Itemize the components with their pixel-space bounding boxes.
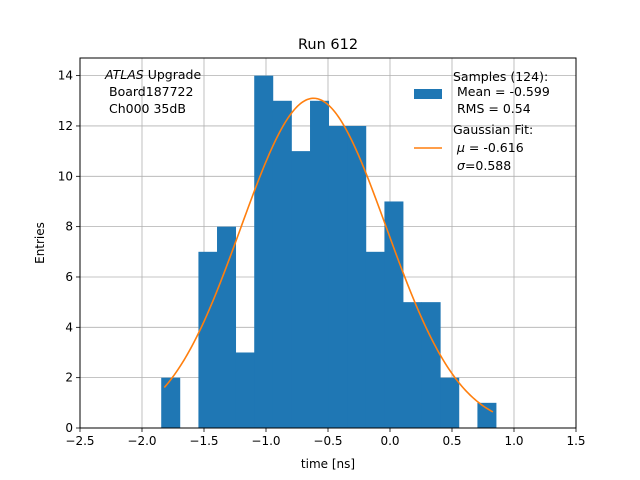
y-axis-label: Entries <box>33 222 47 264</box>
y-tick-label-7: 14 <box>58 69 73 83</box>
x-axis-ticks: −2.5 −2.0 −1.5 −1.0 −0.5 0.0 0.5 1.0 1.5 <box>65 428 586 448</box>
histogram-bar-12 <box>384 201 404 428</box>
histogram-bar-9 <box>328 125 348 429</box>
annotation-line-3: Ch000 35dB <box>109 101 186 116</box>
x-tick-label-1: −2.0 <box>127 434 156 448</box>
x-tick-label-6: 0.5 <box>442 434 461 448</box>
annotation-line-1: ATLAS Upgrade <box>104 67 201 82</box>
histogram-bar-4 <box>235 352 255 428</box>
histogram-bar-15 <box>440 377 460 428</box>
x-tick-label-4: −0.5 <box>313 434 342 448</box>
histogram-bar-14 <box>421 302 441 428</box>
histogram-bar-7 <box>291 151 311 428</box>
annotation-atlas: ATLAS <box>104 67 144 82</box>
x-tick-label-8: 1.5 <box>566 434 585 448</box>
legend-fit-title: Gaussian Fit: <box>453 122 533 137</box>
legend-samples-rms: RMS = 0.54 <box>457 101 531 116</box>
histogram-bar-2 <box>198 251 218 428</box>
y-axis-ticks: 0 2 4 6 8 10 12 14 <box>58 69 80 435</box>
annotation-upgrade: Upgrade <box>144 67 202 82</box>
legend-fit-mu: μ = -0.616 <box>456 140 524 155</box>
x-tick-label-7: 1.0 <box>504 434 523 448</box>
y-tick-label-3: 6 <box>65 270 73 284</box>
legend-mu-value: = -0.616 <box>465 140 524 155</box>
legend-sigma-symbol: σ <box>457 158 466 173</box>
histogram-bar-5 <box>254 75 274 428</box>
x-tick-label-0: −2.5 <box>65 434 94 448</box>
y-tick-label-2: 4 <box>65 320 73 334</box>
histogram-bar-0 <box>161 377 181 428</box>
chart-title: Run 612 <box>298 37 358 53</box>
x-tick-label-2: −1.5 <box>189 434 218 448</box>
legend: Samples (124): Mean = -0.599 RMS = 0.54 … <box>414 69 550 173</box>
x-tick-label-5: 0.0 <box>380 434 399 448</box>
legend-samples-swatch <box>414 89 442 99</box>
x-tick-label-3: −1.0 <box>251 434 280 448</box>
histogram-bars <box>161 75 497 429</box>
histogram-bar-3 <box>217 226 237 428</box>
legend-mu-symbol: μ <box>456 140 465 155</box>
histogram-bar-13 <box>403 302 423 428</box>
legend-sigma-value: =0.588 <box>465 158 511 173</box>
y-tick-label-1: 2 <box>65 371 73 385</box>
legend-samples-mean: Mean = -0.599 <box>457 84 550 99</box>
atlas-annotation: ATLAS Upgrade Board187722 Ch000 35dB <box>104 67 201 116</box>
histogram-bar-11 <box>365 251 385 428</box>
histogram-bar-17 <box>477 402 497 428</box>
y-tick-label-6: 12 <box>58 119 73 133</box>
y-tick-label-0: 0 <box>65 421 73 435</box>
gaussian-fit-curve <box>163 97 494 413</box>
y-tick-label-4: 8 <box>65 220 73 234</box>
annotation-line-2: Board187722 <box>109 84 193 99</box>
legend-fit-sigma: σ=0.588 <box>457 158 511 173</box>
histogram-bar-6 <box>272 100 292 428</box>
legend-samples-title: Samples (124): <box>453 69 548 84</box>
x-axis-label: time [ns] <box>301 457 355 471</box>
y-tick-label-5: 10 <box>58 169 73 183</box>
histogram-bar-8 <box>310 100 330 428</box>
histogram-bar-10 <box>347 125 367 429</box>
